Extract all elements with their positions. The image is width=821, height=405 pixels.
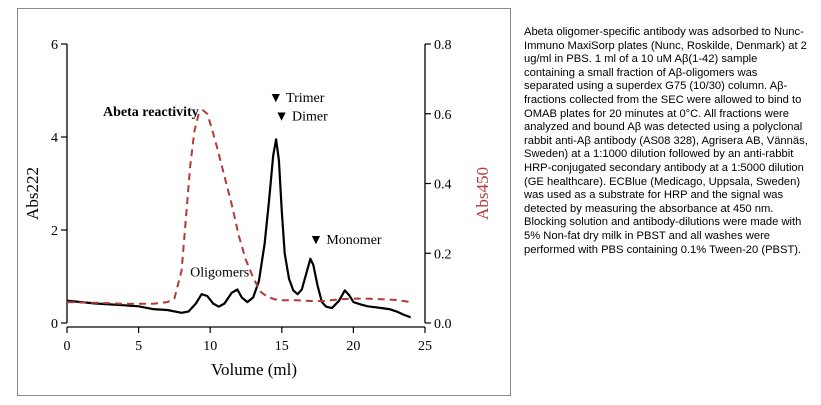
x-tick-label: 20 <box>346 339 360 354</box>
annotation-layer: Abeta reactivity ▼ Trimer ▼ Dimer ▼ Monomer… <box>103 91 382 280</box>
chart-frame: 0 5 10 15 20 25 0 2 4 6 0.0 0.2 0.4 0.6 0.8 Volume (ml)… <box>17 8 511 396</box>
y-right-tick-label: 0.6 <box>434 108 452 123</box>
y-left-tick-label: 6 <box>51 38 58 53</box>
annotation-label: ▼ Monomer <box>309 233 382 248</box>
y-left-tick-label: 4 <box>51 131 58 146</box>
x-tick-label: 5 <box>135 339 142 354</box>
y-left-tick-label: 0 <box>51 317 58 332</box>
annotation-label: Abeta reactivity <box>103 105 199 120</box>
y-left-tick-label: 2 <box>51 224 58 239</box>
figure-caption: Abeta oligomer-specific antibody was ads… <box>524 26 808 256</box>
x-tick-label: 15 <box>275 339 289 354</box>
abs222-series-line <box>66 138 412 319</box>
annotation-label: ▼ Trimer <box>269 91 325 106</box>
annotation-label: ▼ Dimer <box>275 110 328 125</box>
y-right-tick-label: 0.0 <box>434 317 452 332</box>
y-right-axis-label: Abs450 <box>473 167 492 220</box>
x-axis-label: Volume (ml) <box>211 360 297 379</box>
axes-layer: 0 5 10 15 20 25 0 2 4 6 0.0 0.2 0.4 0.6 0.8 Volume (ml)… <box>23 38 492 379</box>
y-right-tick-label: 0.8 <box>434 38 452 53</box>
series-layer <box>66 109 412 319</box>
y-right-tick-label: 0.4 <box>434 178 452 193</box>
x-tick-label: 0 <box>64 339 71 354</box>
abs450-series-line <box>66 109 411 305</box>
x-tick-label: 25 <box>418 339 432 354</box>
y-right-tick-label: 0.2 <box>434 247 452 262</box>
y-left-axis-label: Abs222 <box>23 167 42 220</box>
annotation-label: Oligomers <box>190 266 249 281</box>
x-tick-label: 10 <box>203 339 217 354</box>
chromatogram-chart: 0 5 10 15 20 25 0 2 4 6 0.0 0.2 0.4 0.6 0.8 Volume (ml)… <box>23 38 492 379</box>
